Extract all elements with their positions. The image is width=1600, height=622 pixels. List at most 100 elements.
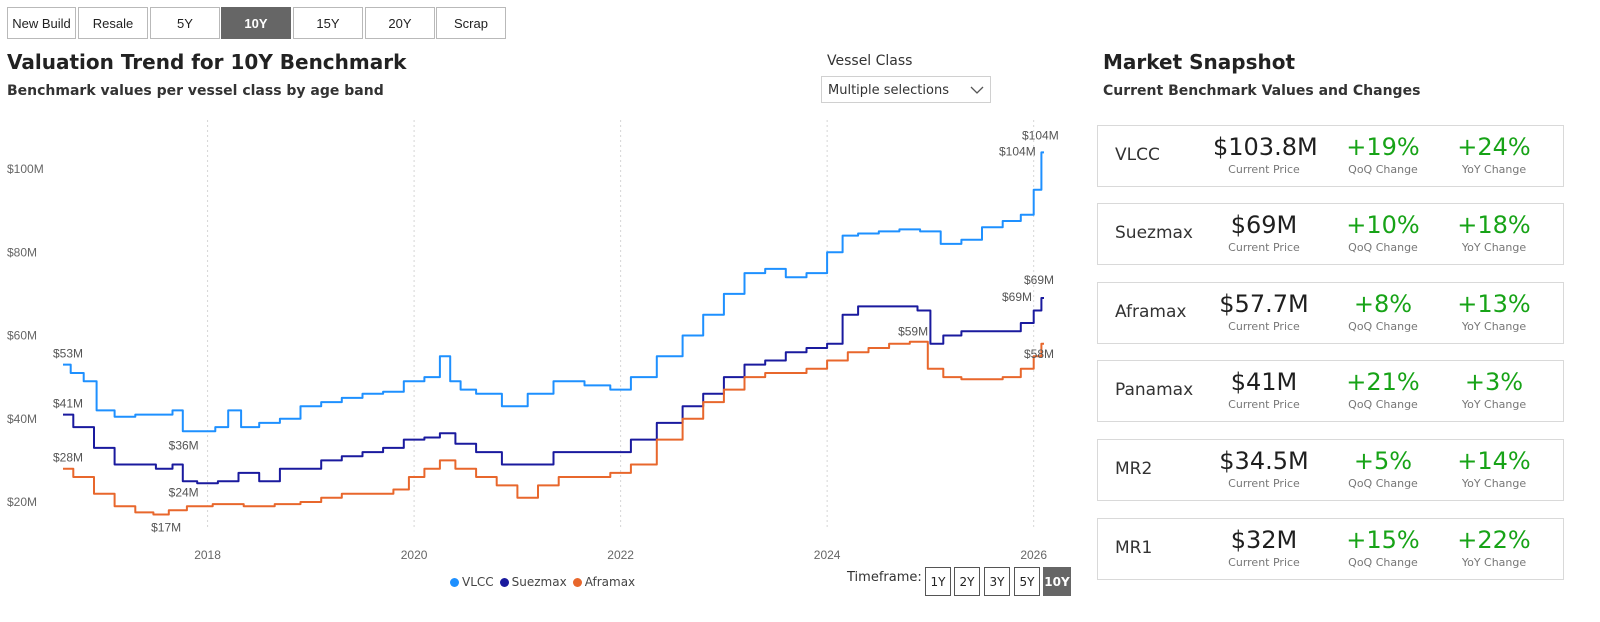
- qoq-change-metric: +8% QoQ Change: [1333, 289, 1433, 333]
- data-label-vlcc: $53M: [53, 347, 83, 361]
- timeframe-10y-button[interactable]: 10Y: [1043, 567, 1071, 596]
- current-price-metric: $34.5M Current Price: [1213, 446, 1315, 490]
- yoy-change-metric: +18% YoY Change: [1444, 210, 1544, 254]
- y-tick-label: $60M: [7, 329, 37, 343]
- data-label-aframax: $28M: [53, 451, 83, 465]
- age-band-20y-button[interactable]: 20Y: [365, 7, 435, 39]
- current-price-metric: $69M Current Price: [1213, 210, 1315, 254]
- y-tick-label: $100M: [7, 162, 44, 176]
- yoy-change-label: YoY Change: [1461, 241, 1527, 254]
- age-band-new-build-button[interactable]: New Build: [7, 7, 76, 39]
- y-tick-label: $40M: [7, 412, 37, 426]
- age-band-15y-button[interactable]: 15Y: [293, 7, 363, 39]
- qoq-change-value: +19%: [1346, 133, 1420, 161]
- qoq-change-label: QoQ Change: [1348, 556, 1418, 569]
- data-label-vlcc: $36M: [169, 438, 199, 452]
- current-price-label: Current Price: [1228, 477, 1300, 490]
- legend-item-suezmax[interactable]: Suezmax: [499, 575, 567, 589]
- legend-dot-icon: [499, 577, 509, 587]
- vessel-class-name: Suezmax: [1115, 223, 1193, 243]
- age-band-10y-button[interactable]: 10Y: [221, 7, 291, 39]
- snapshot-card-mr1: MR1 $32M Current Price +15% QoQ Change +22% Yo…: [1097, 518, 1564, 580]
- timeframe-2y-button[interactable]: 2Y: [954, 567, 980, 596]
- market-snapshot-subtitle: Current Benchmark Values and Changes: [1103, 83, 1421, 99]
- chevron-down-icon: [970, 86, 984, 94]
- qoq-change-label: QoQ Change: [1348, 241, 1418, 254]
- series-line-vlcc[interactable]: [63, 151, 1044, 433]
- qoq-change-metric: +21% QoQ Change: [1333, 367, 1433, 411]
- series-line-aframax[interactable]: [63, 340, 1044, 516]
- current-price-metric: $32M Current Price: [1213, 525, 1315, 569]
- timeframe-label: Timeframe:: [847, 570, 922, 585]
- current-price-metric: $103.8M Current Price: [1213, 132, 1318, 176]
- snapshot-card-aframax: Aframax $57.7M Current Price +8% QoQ Change +…: [1097, 282, 1564, 344]
- current-price-value: $57.7M: [1219, 290, 1309, 318]
- market-snapshot-title: Market Snapshot: [1103, 50, 1296, 74]
- vessel-class-selected-value: Multiple selections: [828, 83, 949, 98]
- x-tick-label: 2022: [607, 548, 634, 562]
- yoy-change-label: YoY Change: [1461, 398, 1527, 411]
- current-price-value: $32M: [1230, 526, 1298, 554]
- yoy-change-metric: +3% YoY Change: [1444, 367, 1544, 411]
- legend-dot-icon: [572, 577, 582, 587]
- series-line-suezmax[interactable]: [63, 297, 1044, 485]
- timeframe-1y-button[interactable]: 1Y: [925, 567, 951, 596]
- yoy-change-label: YoY Change: [1461, 163, 1527, 176]
- x-tick-label: 2026: [1020, 548, 1047, 562]
- current-price-label: Current Price: [1228, 163, 1300, 176]
- chart-title: Valuation Trend for 10Y Benchmark: [7, 50, 407, 74]
- current-price-label: Current Price: [1228, 320, 1300, 333]
- legend-label: Suezmax: [511, 575, 567, 589]
- vessel-class-name: Panamax: [1115, 380, 1194, 400]
- data-label-vlcc: $104M: [999, 144, 1036, 158]
- qoq-change-value: +15%: [1346, 526, 1420, 554]
- qoq-change-value: +5%: [1353, 447, 1413, 475]
- qoq-change-value: +21%: [1346, 368, 1420, 396]
- yoy-change-value: +24%: [1457, 133, 1531, 161]
- legend-item-vlcc[interactable]: VLCC: [450, 575, 494, 589]
- age-band-resale-button[interactable]: Resale: [78, 7, 148, 39]
- data-label-aframax: $17M: [151, 520, 181, 534]
- yoy-change-metric: +24% YoY Change: [1444, 132, 1544, 176]
- yoy-change-label: YoY Change: [1461, 477, 1527, 490]
- current-price-value: $41M: [1230, 368, 1298, 396]
- qoq-change-metric: +10% QoQ Change: [1333, 210, 1433, 254]
- yoy-change-metric: +13% YoY Change: [1444, 289, 1544, 333]
- vessel-class-dropdown[interactable]: Multiple selections: [821, 76, 991, 103]
- legend-label: VLCC: [462, 575, 494, 589]
- yoy-change-label: YoY Change: [1461, 320, 1527, 333]
- yoy-change-value: +3%: [1464, 368, 1524, 396]
- legend-label: Aframax: [584, 575, 636, 589]
- yoy-change-value: +14%: [1457, 447, 1531, 475]
- current-price-value: $34.5M: [1219, 447, 1309, 475]
- data-label-suezmax: $24M: [169, 485, 199, 499]
- age-band-5y-button[interactable]: 5Y: [150, 7, 220, 39]
- current-price-metric: $57.7M Current Price: [1213, 289, 1315, 333]
- x-tick-label: 2018: [194, 548, 221, 562]
- y-tick-label: $20M: [7, 495, 37, 509]
- current-price-label: Current Price: [1228, 398, 1300, 411]
- data-label-aframax: $58M: [1024, 347, 1054, 361]
- current-price-value: $69M: [1230, 211, 1298, 239]
- snapshot-card-vlcc: VLCC $103.8M Current Price +19% QoQ Change +2…: [1097, 125, 1564, 187]
- vessel-class-name: MR2: [1115, 459, 1153, 479]
- age-band-scrap-button[interactable]: Scrap: [436, 7, 506, 39]
- vessel-class-name: VLCC: [1115, 145, 1160, 165]
- current-price-label: Current Price: [1228, 556, 1300, 569]
- qoq-change-label: QoQ Change: [1348, 320, 1418, 333]
- yoy-change-label: YoY Change: [1461, 556, 1527, 569]
- chart-legend: VLCC Suezmax Aframax: [450, 575, 635, 589]
- qoq-change-value: +8%: [1353, 290, 1413, 318]
- y-tick-label: $80M: [7, 245, 37, 259]
- vessel-class-name: MR1: [1115, 538, 1153, 558]
- snapshot-card-panamax: Panamax $41M Current Price +21% QoQ Change +3…: [1097, 360, 1564, 422]
- yoy-change-value: +18%: [1457, 211, 1531, 239]
- data-label-suezmax: $69M: [1002, 290, 1032, 304]
- timeframe-3y-button[interactable]: 3Y: [984, 567, 1010, 596]
- qoq-change-metric: +15% QoQ Change: [1333, 525, 1433, 569]
- data-label-vlcc: $104M: [1022, 128, 1059, 142]
- legend-item-aframax[interactable]: Aframax: [572, 575, 636, 589]
- timeframe-5y-button[interactable]: 5Y: [1014, 567, 1040, 596]
- snapshot-card-mr2: MR2 $34.5M Current Price +5% QoQ Change +14% Y…: [1097, 439, 1564, 501]
- data-label-aframax: $59M: [898, 325, 928, 339]
